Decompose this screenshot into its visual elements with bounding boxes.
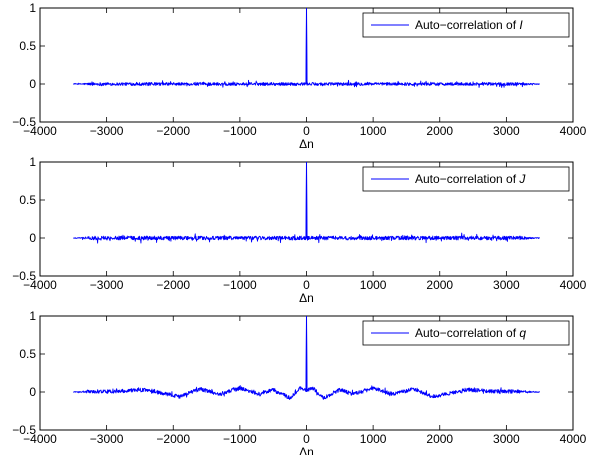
y-tick-label: 0	[29, 77, 36, 91]
x-tick-label: 0	[303, 432, 310, 446]
y-tick-label: 1	[29, 1, 36, 15]
x-tick-label: 1000	[360, 278, 387, 292]
x-tick-label: −4000	[23, 278, 57, 292]
x-tick-label: −1000	[223, 124, 257, 138]
y-tick-label: −0.5	[12, 115, 36, 129]
legend-label: Auto−correlation of J	[415, 172, 526, 186]
y-tick-label: 0.5	[19, 193, 36, 207]
subplot-q-autocorrelation: −4000 −3000 −2000 −1000 0 1000 2000 3000 4000 −0.…	[12, 309, 586, 455]
y-tick-label: −0.5	[12, 269, 36, 283]
x-tick-label: −3000	[90, 432, 124, 446]
legend-label: Auto−correlation of q	[415, 326, 526, 340]
legend: Auto−correlation of q	[362, 320, 570, 346]
y-tick-label: −0.5	[12, 423, 36, 437]
x-axis-label: Δn	[299, 137, 314, 151]
x-axis-label: Δn	[299, 291, 314, 305]
y-tick-label: 0	[29, 385, 36, 399]
x-tick-label: 4000	[560, 432, 587, 446]
x-tick-label: 3000	[493, 278, 520, 292]
x-tick-label: 1000	[360, 432, 387, 446]
y-tick-label: 1	[29, 309, 36, 323]
x-tick-label: −1000	[223, 278, 257, 292]
x-tick-label: −3000	[90, 278, 124, 292]
legend-label-variable: q	[519, 326, 526, 340]
x-tick-label: 2000	[426, 432, 453, 446]
x-tick-label: 0	[303, 278, 310, 292]
x-tick-label: 3000	[493, 432, 520, 446]
y-tick-label: 0.5	[19, 39, 36, 53]
x-tick-label: −1000	[223, 432, 257, 446]
legend-label-prefix: Auto−correlation of	[415, 326, 519, 340]
x-tick-label: −4000	[23, 124, 57, 138]
legend-label-variable: J	[518, 172, 526, 186]
x-tick-label: 1000	[360, 124, 387, 138]
x-tick-label: 3000	[493, 124, 520, 138]
x-tick-label: −2000	[156, 124, 190, 138]
legend-label-prefix: Auto−correlation of	[415, 172, 519, 186]
x-tick-label: −3000	[90, 124, 124, 138]
legend: Auto−correlation of I	[362, 12, 570, 38]
x-tick-label: 4000	[560, 124, 587, 138]
x-tick-label: 2000	[426, 124, 453, 138]
x-tick-label: −2000	[156, 278, 190, 292]
series-line	[73, 316, 541, 400]
x-axis-label: Δn	[299, 445, 314, 455]
subplot-j-autocorrelation: −4000 −3000 −2000 −1000 0 1000 2000 3000 4000 −0.…	[12, 155, 586, 305]
x-tick-label: 4000	[560, 278, 587, 292]
y-tick-label: 0	[29, 231, 36, 245]
legend-label: Auto−correlation of I	[415, 18, 523, 32]
legend-label-prefix: Auto−correlation of	[415, 18, 519, 32]
x-tick-label: 2000	[426, 278, 453, 292]
x-tick-label: 0	[303, 124, 310, 138]
y-tick-label: 1	[29, 155, 36, 169]
series-line	[72, 8, 540, 88]
legend-label-variable: I	[519, 18, 523, 32]
series-line	[73, 162, 540, 244]
x-tick-label: −2000	[156, 432, 190, 446]
legend: Auto−correlation of J	[362, 166, 570, 192]
subplot-i-autocorrelation: −4000 −3000 −2000 −1000 0 1000 2000 3000 4000 −0.…	[12, 1, 586, 151]
x-tick-label: −4000	[23, 432, 57, 446]
y-tick-label: 0.5	[19, 347, 36, 361]
